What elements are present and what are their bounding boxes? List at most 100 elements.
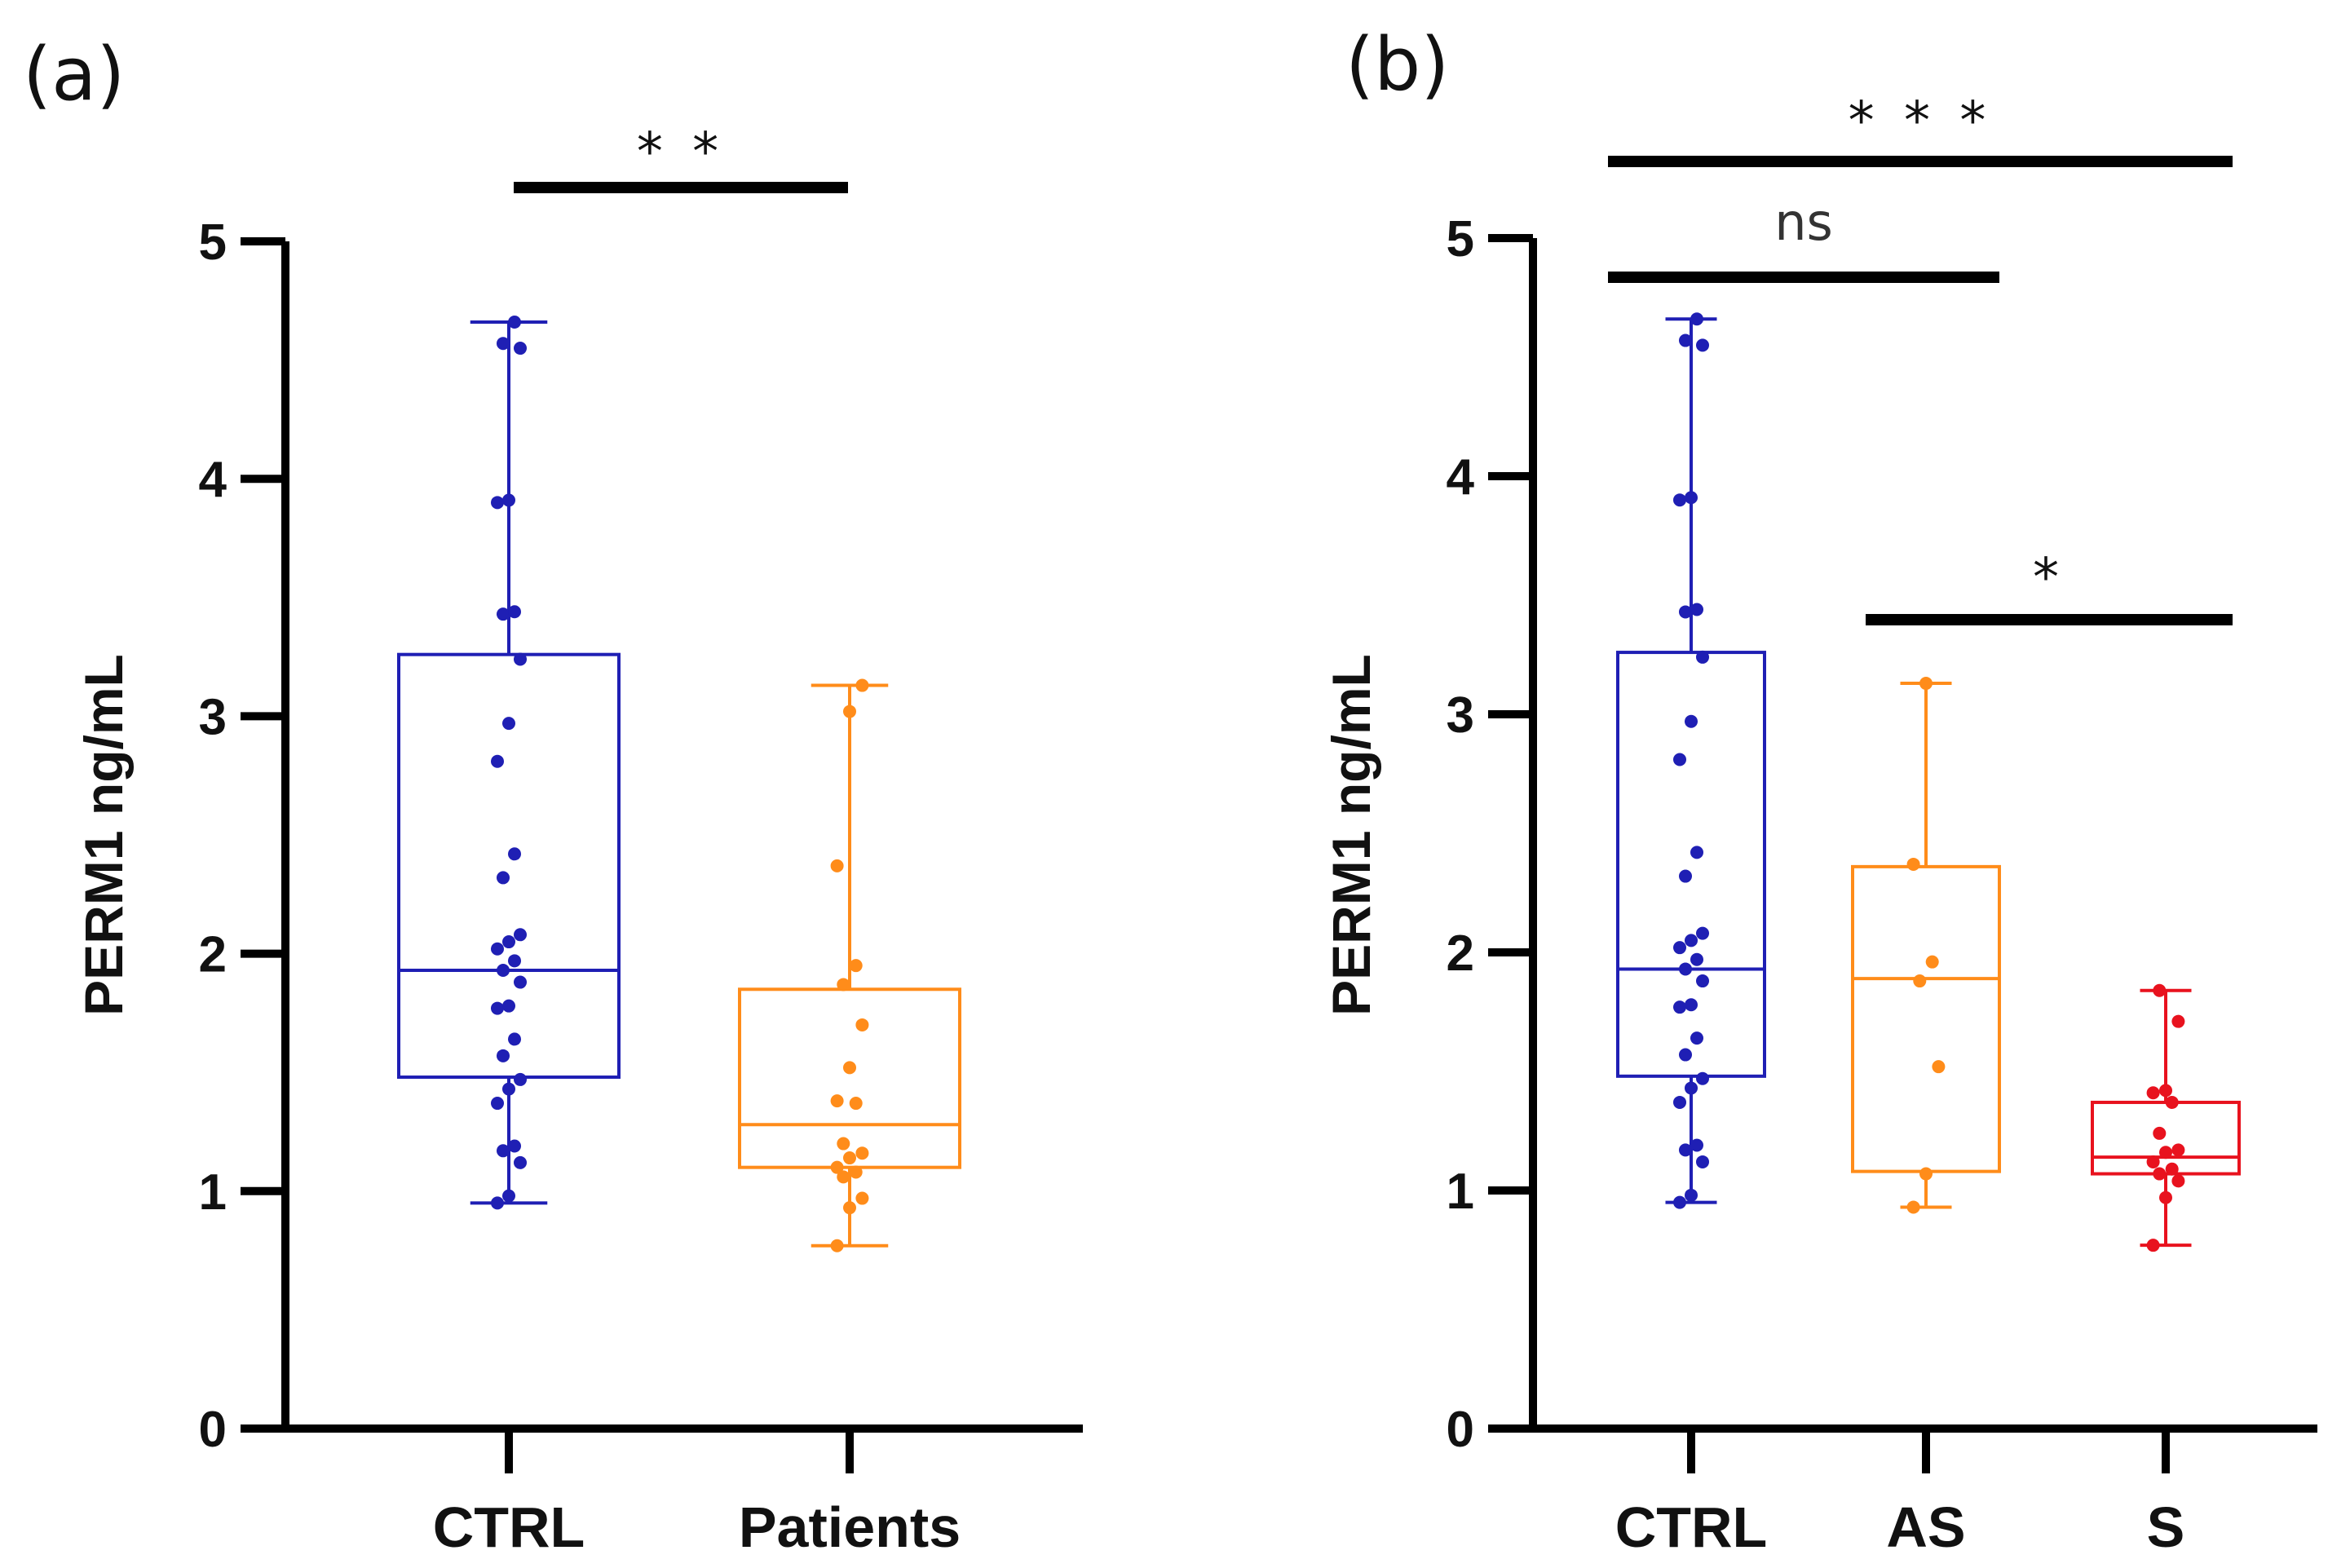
data-point xyxy=(508,1032,521,1046)
data-point xyxy=(830,1160,844,1174)
data-point xyxy=(497,871,510,885)
data-point xyxy=(2159,1190,2172,1204)
data-point xyxy=(508,605,521,619)
data-point xyxy=(849,959,863,973)
data-point xyxy=(2159,1084,2172,1098)
data-point xyxy=(502,717,515,731)
data-point xyxy=(1690,1031,1703,1045)
data-point xyxy=(843,1201,856,1215)
data-point xyxy=(514,342,527,356)
data-point xyxy=(1673,941,1686,955)
data-point xyxy=(1690,603,1703,616)
data-point xyxy=(497,1049,510,1062)
data-point xyxy=(502,493,515,507)
data-point xyxy=(843,1151,856,1165)
data-point xyxy=(1690,952,1703,966)
data-point xyxy=(491,496,504,510)
data-point xyxy=(830,1239,844,1252)
data-point xyxy=(1696,1155,1709,1168)
data-point xyxy=(502,1082,515,1096)
data-point xyxy=(508,847,521,861)
box-iqr xyxy=(397,652,621,1080)
data-point xyxy=(2146,1155,2160,1168)
significance-label: ns xyxy=(1774,192,1833,252)
data-point xyxy=(1679,962,1692,976)
data-point xyxy=(843,1061,856,1075)
y-tick-label: 0 xyxy=(199,1402,227,1458)
data-point xyxy=(1690,312,1703,326)
data-point xyxy=(2165,1162,2179,1176)
data-point xyxy=(508,954,521,968)
data-point xyxy=(837,978,850,992)
data-point xyxy=(1679,333,1692,347)
data-point xyxy=(855,1191,869,1205)
y-axis-label: PERM1 ng/mL xyxy=(73,654,134,1016)
box-iqr xyxy=(738,987,961,1169)
y-tick-label: 4 xyxy=(199,452,227,508)
data-point xyxy=(2171,1014,2185,1028)
panel-label: (b) xyxy=(1345,22,1449,108)
data-point xyxy=(849,1097,863,1111)
data-point xyxy=(514,1072,527,1086)
data-point xyxy=(1679,605,1692,619)
significance-label: * * xyxy=(637,122,725,183)
y-tick-label: 1 xyxy=(1447,1164,1474,1220)
data-point xyxy=(1690,1138,1703,1152)
y-tick-label: 2 xyxy=(199,927,227,983)
data-point xyxy=(1679,1048,1692,1062)
data-point xyxy=(502,935,515,949)
data-point xyxy=(1673,1095,1686,1109)
data-point xyxy=(1679,1143,1692,1157)
data-point xyxy=(1696,974,1709,988)
panel-label: (a) xyxy=(23,32,125,117)
box-iqr xyxy=(2091,1100,2241,1176)
data-point xyxy=(1679,869,1692,883)
data-point xyxy=(855,1146,869,1160)
data-point xyxy=(1685,998,1698,1012)
data-point xyxy=(497,1144,510,1158)
data-point xyxy=(497,963,510,977)
data-point xyxy=(497,337,510,351)
data-point xyxy=(1685,934,1698,947)
data-point xyxy=(2171,1143,2185,1157)
y-axis-label: PERM1 ng/mL xyxy=(1321,654,1381,1016)
data-point xyxy=(491,1196,504,1210)
panel-a: (a) 0 1 2 3 4 5 PERM1 ng/mL CTRL Patients * * xyxy=(23,32,1083,1559)
data-point xyxy=(1673,493,1686,507)
data-point xyxy=(1913,974,1927,988)
x-category-label: AS xyxy=(1886,1495,1965,1559)
data-point xyxy=(1685,1188,1698,1202)
data-point xyxy=(855,678,869,692)
data-point xyxy=(1696,650,1709,664)
y-tick-label: 0 xyxy=(1447,1402,1474,1458)
data-point xyxy=(2153,1126,2167,1140)
data-point xyxy=(1673,753,1686,766)
data-point xyxy=(1932,1060,1946,1074)
significance-label: * xyxy=(2033,548,2065,608)
data-point xyxy=(837,1170,850,1184)
box-iqr xyxy=(1851,864,2001,1173)
panel-b: (b) 0 1 2 3 4 5 PERM1 ng/mL CTRL AS S * * * ns * xyxy=(1321,22,2317,1559)
data-point xyxy=(2153,1167,2167,1181)
data-point xyxy=(2159,1146,2172,1159)
data-point xyxy=(2165,1095,2179,1109)
y-tick-label: 2 xyxy=(1447,925,1474,982)
data-point xyxy=(1673,1000,1686,1014)
data-point xyxy=(1690,846,1703,859)
data-point xyxy=(491,754,504,768)
y-tick-label: 5 xyxy=(1447,211,1474,267)
data-point xyxy=(497,607,510,621)
data-point xyxy=(502,1189,515,1203)
x-category-label: CTRL xyxy=(433,1495,585,1559)
y-tick-label: 3 xyxy=(199,689,227,745)
data-point xyxy=(2146,1086,2160,1100)
data-point xyxy=(830,859,844,872)
data-point xyxy=(2153,983,2167,997)
data-point xyxy=(514,975,527,989)
data-point xyxy=(1696,1071,1709,1085)
data-point xyxy=(1906,1200,1920,1214)
data-point xyxy=(843,704,856,718)
y-tick-label: 1 xyxy=(199,1164,227,1221)
data-point xyxy=(508,316,521,329)
data-point xyxy=(2146,1239,2160,1252)
